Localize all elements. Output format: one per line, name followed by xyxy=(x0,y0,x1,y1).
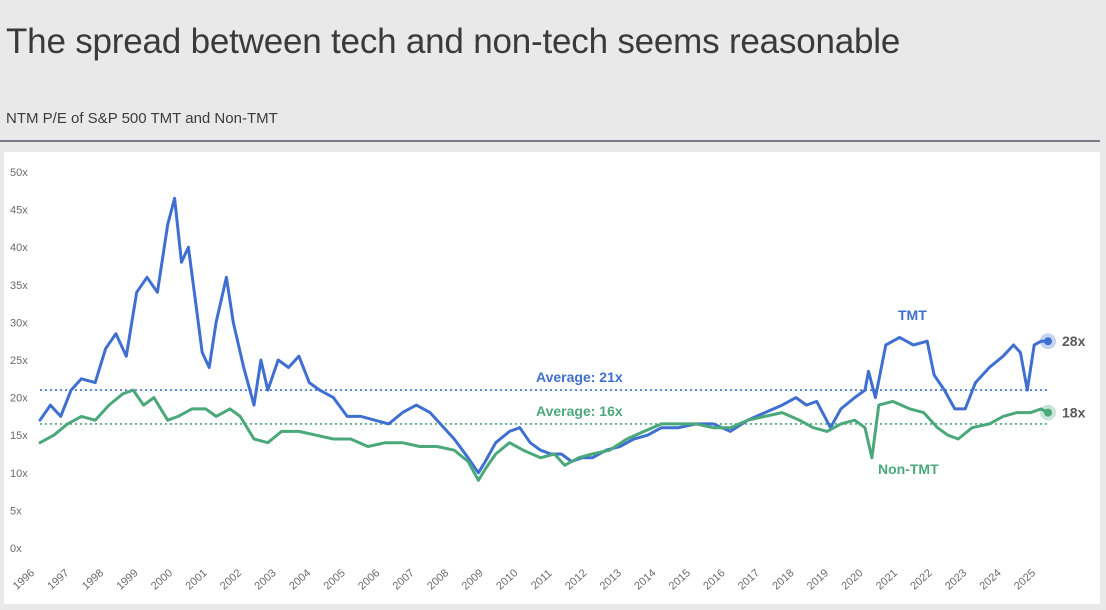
x-tick-label: 2017 xyxy=(736,567,762,592)
x-tick-label: 2003 xyxy=(253,567,279,592)
average-label: Average: 16x xyxy=(536,403,623,419)
chart-card: 0x 5x 10x 15x 20x 25x 30x 35x 40x 45x 50x 1996 1997… xyxy=(4,152,1100,604)
x-tick-label: 1999 xyxy=(114,567,140,592)
y-tick-label: 40x xyxy=(10,242,28,254)
x-tick-label: 2014 xyxy=(632,567,658,592)
x-tick-label: 2022 xyxy=(908,567,934,592)
x-tick-label: 2012 xyxy=(563,567,589,592)
average-label: Average: 21x xyxy=(536,369,623,385)
page-title: The spread between tech and non-tech see… xyxy=(6,22,901,61)
series-line-non-tmt xyxy=(38,388,1050,482)
y-tick-label: 20x xyxy=(10,393,28,405)
x-tick-label: 2025 xyxy=(1012,567,1038,592)
y-tick-label: 5x xyxy=(10,505,22,517)
y-tick-label: 30x xyxy=(10,317,28,329)
x-tick-label: 2019 xyxy=(805,567,831,592)
x-tick-label: 2013 xyxy=(598,567,624,592)
x-tick-label: 2001 xyxy=(183,567,209,592)
x-tick-label: 2010 xyxy=(494,567,520,592)
y-tick-label: 15x xyxy=(10,430,28,442)
x-tick-label: 2018 xyxy=(770,567,796,592)
average-lines xyxy=(40,389,1048,425)
y-tick-label: 35x xyxy=(10,280,28,292)
end-marker xyxy=(1044,337,1052,346)
x-axis: 1996 1997 1998 1999 2000 2001 2002 2003 2004 2005… xyxy=(11,567,1038,592)
x-tick-label: 1998 xyxy=(80,567,106,592)
y-tick-label: 45x xyxy=(10,205,28,217)
x-tick-label: 2023 xyxy=(943,567,969,592)
x-tick-label: 2015 xyxy=(667,567,693,592)
x-tick-label: 2002 xyxy=(218,567,244,592)
series-layer xyxy=(38,196,1056,482)
x-tick-label: 2011 xyxy=(529,567,555,592)
y-tick-label: 0x xyxy=(10,543,22,555)
annotation-layer: Average: 21x Average: 16x TMT Non-TMT 28x 18x xyxy=(536,307,1086,477)
y-tick-label: 25x xyxy=(10,355,28,367)
header-divider xyxy=(0,140,1100,142)
x-tick-label: 2005 xyxy=(322,567,348,592)
x-tick-label: 2016 xyxy=(701,567,727,592)
series-label-non-tmt: Non-TMT xyxy=(878,461,939,477)
chart-subtitle: NTM P/E of S&P 500 TMT and Non-TMT xyxy=(6,110,278,127)
x-tick-label: 2021 xyxy=(874,567,900,592)
end-marker xyxy=(1044,408,1052,417)
x-tick-label: 2009 xyxy=(460,567,486,592)
x-tick-label: 1997 xyxy=(45,567,71,592)
x-tick-label: 2004 xyxy=(287,567,313,592)
y-tick-label: 10x xyxy=(10,468,28,480)
x-tick-label: 2020 xyxy=(839,567,865,592)
y-tick-label: 50x xyxy=(10,167,28,179)
end-value-label: 28x xyxy=(1062,333,1086,349)
y-axis: 0x 5x 10x 15x 20x 25x 30x 35x 40x 45x 50x xyxy=(10,167,28,555)
end-value-label: 18x xyxy=(1062,405,1086,421)
x-tick-label: 2024 xyxy=(977,567,1003,592)
series-label-tmt: TMT xyxy=(898,307,927,323)
series-line-tmt xyxy=(38,196,1050,475)
x-tick-label: 2008 xyxy=(425,567,451,592)
x-tick-label: 2006 xyxy=(356,567,382,592)
x-tick-label: 2000 xyxy=(149,567,175,592)
x-tick-label: 1996 xyxy=(11,567,37,592)
pe-ratio-chart: 0x 5x 10x 15x 20x 25x 30x 35x 40x 45x 50x 1996 1997… xyxy=(10,167,1086,592)
x-tick-label: 2007 xyxy=(391,567,417,592)
